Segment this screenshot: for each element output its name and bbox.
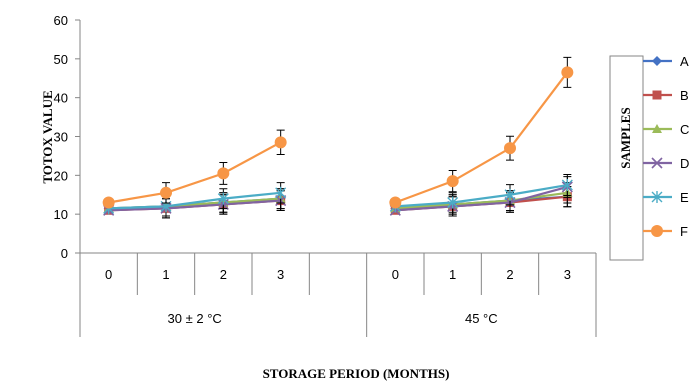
- x-tick-label: 1: [162, 267, 169, 282]
- data-point: [389, 196, 402, 209]
- x-tick-label: 0: [392, 267, 399, 282]
- legend-item-B: B: [643, 88, 689, 103]
- data-point: [217, 192, 229, 205]
- data-point: [446, 175, 459, 188]
- data-point: [274, 136, 287, 149]
- y-axis-label: TOTOX VALUE: [40, 90, 55, 183]
- legend-label: A: [680, 54, 689, 69]
- x-tick-label: 2: [220, 267, 227, 282]
- legend-marker: [651, 157, 663, 169]
- data-point: [504, 188, 516, 201]
- y-tick-label: 40: [54, 91, 68, 106]
- legend-marker: [652, 56, 662, 66]
- y-tick-label: 30: [54, 130, 68, 145]
- legend-item-A: A: [643, 54, 689, 69]
- data-point: [217, 167, 230, 180]
- x-tick-label: 1: [449, 267, 456, 282]
- legend-marker: [651, 191, 663, 203]
- group-label: 45 °C: [465, 311, 498, 326]
- x-tick-label: 3: [564, 267, 571, 282]
- legend-label: E: [680, 190, 689, 205]
- series-line: [394, 71, 569, 204]
- series-D: [103, 176, 573, 219]
- legend-label: C: [680, 122, 689, 137]
- data-point: [102, 196, 115, 209]
- x-tick-label: 2: [506, 267, 513, 282]
- legend-label: D: [680, 156, 689, 171]
- legend-item-F: F: [643, 224, 688, 239]
- series-line: [108, 199, 281, 212]
- y-tick-label: 0: [61, 246, 68, 261]
- group-label: 30 ± 2 °C: [168, 311, 222, 326]
- data-point: [275, 186, 287, 199]
- legend-item-C: C: [643, 122, 689, 137]
- series-line: [395, 185, 568, 212]
- series-C: [103, 182, 573, 217]
- series-line: [395, 183, 568, 208]
- legend-label: F: [680, 224, 688, 239]
- data-point: [504, 142, 516, 155]
- series-layer: [102, 56, 574, 219]
- x-category-labels: 0 1 2 3 30 ± 2 °C 0 1 2 3 45 °C: [105, 267, 571, 326]
- series-line: [108, 141, 282, 204]
- series-F: [102, 56, 574, 209]
- data-point: [160, 186, 172, 199]
- legend-marker: [652, 124, 662, 133]
- y-tick-label: 50: [54, 52, 68, 67]
- y-tick-label: 60: [54, 13, 68, 28]
- legend-item-D: D: [643, 156, 689, 171]
- x-tick-label: 0: [105, 267, 112, 282]
- legend-marker: [652, 90, 662, 100]
- legend-marker: [651, 225, 663, 237]
- x-axis-label: STORAGE PERIOD (MONTHS): [263, 366, 450, 381]
- series-E: [103, 174, 573, 217]
- data-point: [447, 196, 459, 209]
- legend-box: [609, 55, 644, 261]
- legend-title: SAMPLES: [618, 107, 633, 168]
- legend-label: B: [680, 88, 689, 103]
- y-tick-label: 20: [54, 168, 68, 183]
- legend: SAMPLES A B C D E F: [609, 54, 689, 261]
- series-line: [108, 191, 281, 210]
- x-tick-label: 3: [277, 267, 284, 282]
- data-point: [561, 66, 574, 79]
- axes: [75, 19, 597, 337]
- legend-item-E: E: [643, 190, 689, 205]
- series-line: [395, 191, 568, 210]
- y-tick-labels: 0 10 20 30 40 50 60: [54, 13, 68, 261]
- y-tick-label: 10: [54, 207, 68, 222]
- data-point: [561, 179, 573, 192]
